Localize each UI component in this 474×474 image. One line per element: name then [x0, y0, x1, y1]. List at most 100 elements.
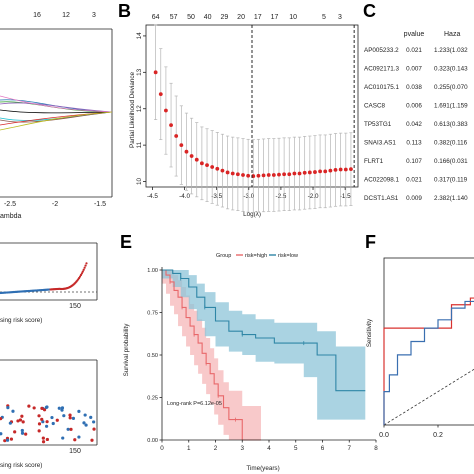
panel-e-curve-risk=low — [162, 269, 366, 392]
panel-b-point — [328, 168, 333, 173]
panel-e-x-tick-label: 3 — [240, 445, 244, 452]
panel-e-logrank-annotation: Long-rank P=6.12e-05 — [167, 401, 222, 407]
panel-e-x-tick-label: 0 — [160, 445, 164, 452]
panel-d2-point — [6, 405, 10, 410]
panel-d2-point — [41, 436, 45, 440]
panel-f-x-tick-label: 0.0 — [379, 432, 389, 439]
panel-e-legend-title: Group — [216, 253, 231, 259]
panel-c-gene-name: SNAI3.AS1 — [364, 140, 396, 147]
panel-d-point — [79, 273, 83, 277]
panel-b-x-tick-label: -4.5 — [147, 193, 158, 200]
panel-d2-point — [77, 409, 81, 414]
panel-d2-point — [71, 416, 76, 420]
panel-c-hazard-ratio: 0.613(0.383 — [434, 121, 468, 128]
panel-d2-point — [62, 414, 66, 418]
panel-b-top-count: 40 — [204, 14, 212, 21]
panel-e-y-axis-label: Survival probability — [123, 323, 130, 377]
panel-b-point — [282, 172, 287, 177]
panel-c-cox-table: pvalue Haza AP005233.2 0.021 1.233(1.032 AC… — [364, 31, 468, 202]
panel-a-path — [0, 111, 113, 131]
panel-c-gene-name: AC010175.1 — [364, 84, 400, 91]
panel-b-top-count: 10 — [289, 14, 297, 21]
panel-b-point — [307, 170, 312, 175]
panel-c-hazard-ratio: 0.166(0.031 — [434, 158, 468, 165]
panel-b-point — [287, 172, 292, 177]
panel-c-hazard-ratio: 1.233(1.032 — [434, 47, 468, 54]
panel-b-point — [349, 167, 353, 172]
panel-b-point — [313, 170, 317, 174]
panel-d2-point — [21, 420, 25, 424]
panel-d2-point — [77, 435, 81, 439]
panel-b-x-tick-label: -2.0 — [308, 193, 319, 200]
panel-b-top-count: 17 — [254, 14, 262, 21]
panel-d2-point — [8, 421, 12, 425]
panel-label-e: E — [120, 232, 132, 252]
panel-b-point — [338, 167, 343, 172]
panel-c-gene-name: FLRT1 — [364, 158, 384, 165]
panel-b-top-count: 17 — [271, 14, 279, 21]
panel-b-x-tick-label: -2.5 — [275, 193, 286, 200]
panel-b-point — [158, 92, 163, 97]
panel-e-legend-label-risk=high: risk=high — [245, 253, 267, 259]
panel-c-gene-name: TP53TG1 — [364, 121, 392, 128]
panel-b-point — [246, 173, 251, 178]
panel-d2-point — [61, 436, 65, 440]
panel-b-point — [266, 173, 271, 177]
panel-b-point — [189, 154, 194, 158]
panel-c-gene-name: AC092171.3 — [364, 66, 400, 73]
panel-c-hazard-ratio: 0.317(0.119 — [434, 177, 468, 184]
panel-b-top-count: 5 — [322, 14, 326, 21]
panel-b-point — [318, 169, 322, 174]
panel-b-y-tick-label: 14 — [136, 32, 143, 40]
panel-e-x-tick-label: 7 — [347, 445, 351, 452]
panel-d-x-axis-label: sing risk score) — [0, 317, 42, 324]
panel-c-pvalue: 0.038 — [406, 84, 422, 91]
panel-d-point — [82, 268, 85, 271]
panel-d2-tick-label: 150 — [69, 448, 81, 455]
panel-b-point — [164, 108, 168, 113]
panel-d2-point — [3, 439, 7, 443]
panel-c-col-header: Haza — [444, 31, 460, 38]
panel-e-curve-risk=high — [162, 269, 261, 441]
panel-d2-point — [90, 438, 94, 442]
panel-d2-point — [40, 406, 44, 410]
panel-f-diagonal — [383, 368, 474, 426]
panel-b-x-tick-label: -3.5 — [211, 193, 222, 200]
panel-b-point — [256, 173, 261, 178]
panel-d2-point — [89, 415, 93, 419]
panel-b-point — [169, 123, 173, 128]
panel-d2-point — [24, 432, 28, 436]
panel-f-roc-curve-red — [383, 297, 474, 425]
panel-b-marks: -4.5 -4.0 -3.5 -3.0 -2.5 -2.0 -1.5 10 11 12 13 14 64… — [136, 14, 355, 213]
panel-d2-point — [57, 406, 61, 410]
panel-a-top-count: 16 — [33, 12, 41, 19]
panel-a-tick-label: -2 — [52, 201, 58, 208]
panel-d2-point — [69, 427, 73, 431]
panel-e-x-tick-label: 2 — [214, 445, 218, 452]
panel-d2-point — [37, 414, 41, 418]
panel-d2-x-axis-label: sing risk score) — [0, 462, 42, 469]
panel-c-rows: AP005233.2 0.021 1.233(1.032 AC092171.3 0.00… — [364, 47, 468, 202]
panel-c-pvalue: 0.007 — [406, 66, 422, 73]
panel-d-risk-curve — [0, 262, 88, 295]
panel-b-point — [241, 173, 245, 177]
panel-d2-point — [73, 438, 77, 442]
panel-b-point — [210, 165, 215, 169]
panel-d2-point — [16, 419, 20, 423]
panel-d2-survival-status — [0, 404, 96, 444]
panel-d2-point — [82, 421, 86, 425]
panel-d2-point — [9, 437, 14, 441]
panel-a-top-count: 12 — [62, 12, 70, 19]
panel-b-point — [205, 163, 209, 168]
panel-b-point — [225, 170, 230, 175]
panel-b-y-tick-label: 13 — [136, 68, 143, 76]
panel-e-y-tick-label: 1.00 — [147, 268, 158, 274]
panel-d-point — [80, 272, 83, 275]
panel-d-point — [84, 264, 87, 267]
panel-d2-point — [42, 408, 47, 412]
panel-c-hazard-ratio: 0.382(0.116 — [434, 140, 468, 147]
panel-b-top-count: 20 — [237, 14, 245, 21]
panel-label-c: C — [363, 1, 376, 21]
panel-d2-point — [50, 415, 54, 420]
panel-c-pvalue: 0.021 — [406, 177, 422, 184]
